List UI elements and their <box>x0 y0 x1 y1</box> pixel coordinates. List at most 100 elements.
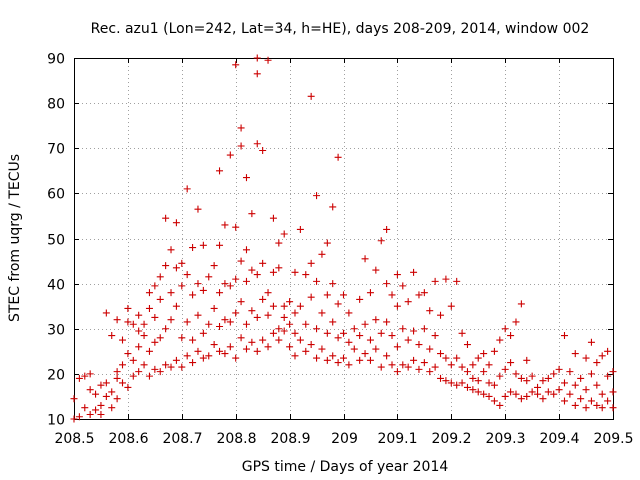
data-point <box>593 359 601 367</box>
data-point <box>199 241 207 249</box>
data-point <box>555 386 563 394</box>
data-point <box>334 359 342 367</box>
data-point <box>280 302 288 310</box>
data-point <box>253 70 261 78</box>
data-point <box>340 329 347 337</box>
data-point <box>205 320 213 328</box>
data-point <box>404 336 412 344</box>
data-point <box>221 280 229 288</box>
data-point <box>431 332 439 340</box>
data-point <box>75 374 83 382</box>
data-point <box>469 361 477 369</box>
data-point <box>275 325 283 333</box>
data-point <box>232 309 240 317</box>
data-point <box>345 309 353 317</box>
data-point <box>242 320 250 328</box>
data-point <box>463 368 471 376</box>
data-point <box>474 377 482 385</box>
data-point <box>361 320 369 328</box>
data-point <box>383 318 391 326</box>
data-point <box>388 291 396 299</box>
data-point <box>393 271 401 279</box>
plot-frame <box>74 58 614 420</box>
data-point <box>517 374 525 382</box>
data-point <box>323 291 331 299</box>
data-point <box>577 374 585 382</box>
data-point <box>571 401 579 409</box>
data-point <box>102 392 110 400</box>
data-point <box>329 318 337 326</box>
data-point <box>550 370 558 378</box>
data-point <box>124 318 132 326</box>
data-point <box>560 332 568 340</box>
data-point <box>86 386 94 394</box>
data-point <box>108 404 116 412</box>
data-point <box>404 298 412 306</box>
data-point <box>275 336 283 344</box>
data-point <box>232 354 240 362</box>
data-point <box>216 322 224 330</box>
data-point <box>113 316 121 324</box>
data-point <box>108 332 116 340</box>
data-point <box>366 289 374 297</box>
data-point <box>323 239 331 247</box>
data-point <box>226 318 234 326</box>
data-point <box>167 363 175 371</box>
x-tick-label: 209.4 <box>539 431 579 447</box>
data-point <box>113 368 121 376</box>
data-point <box>264 289 272 297</box>
data-point <box>512 318 520 326</box>
data-point <box>539 395 547 403</box>
data-point <box>275 239 283 247</box>
data-point <box>151 338 159 346</box>
data-point <box>135 311 143 319</box>
y-tick-label: 80 <box>47 97 65 113</box>
data-point <box>216 167 224 175</box>
data-point <box>383 225 391 233</box>
data-point <box>517 300 525 308</box>
data-point <box>119 336 127 344</box>
data-point <box>366 336 374 344</box>
data-point <box>555 365 563 373</box>
data-point <box>393 302 401 310</box>
data-point <box>210 304 218 312</box>
y-tick-label: 20 <box>47 368 65 384</box>
data-point <box>496 336 504 344</box>
data-point <box>113 374 121 382</box>
data-point <box>582 404 590 412</box>
data-point <box>377 363 385 371</box>
data-point <box>442 377 450 385</box>
data-point <box>604 372 612 380</box>
x-tick-label: 209 <box>331 431 358 447</box>
data-point <box>437 374 445 382</box>
data-point <box>189 291 197 299</box>
data-point <box>426 368 434 376</box>
data-point <box>156 273 164 281</box>
data-point <box>393 343 401 351</box>
data-point <box>242 246 250 254</box>
data-point <box>550 390 558 398</box>
data-point <box>232 275 240 283</box>
data-point <box>199 354 207 362</box>
data-point <box>383 352 391 360</box>
data-point <box>593 401 601 409</box>
data-point <box>480 390 488 398</box>
data-point <box>307 259 315 267</box>
data-point <box>463 383 471 391</box>
data-point <box>248 338 256 346</box>
x-tick-label: 208.7 <box>162 431 202 447</box>
data-point <box>356 356 364 364</box>
data-point <box>205 352 213 360</box>
data-point <box>453 354 461 362</box>
data-point <box>507 332 515 340</box>
data-point <box>269 214 277 222</box>
data-point <box>70 395 78 403</box>
data-point <box>388 332 396 340</box>
data-point <box>259 336 267 344</box>
data-point <box>167 316 175 324</box>
data-point <box>534 383 542 391</box>
data-point <box>242 345 250 353</box>
data-point <box>172 356 180 364</box>
data-point <box>334 300 342 308</box>
data-point <box>426 307 434 315</box>
